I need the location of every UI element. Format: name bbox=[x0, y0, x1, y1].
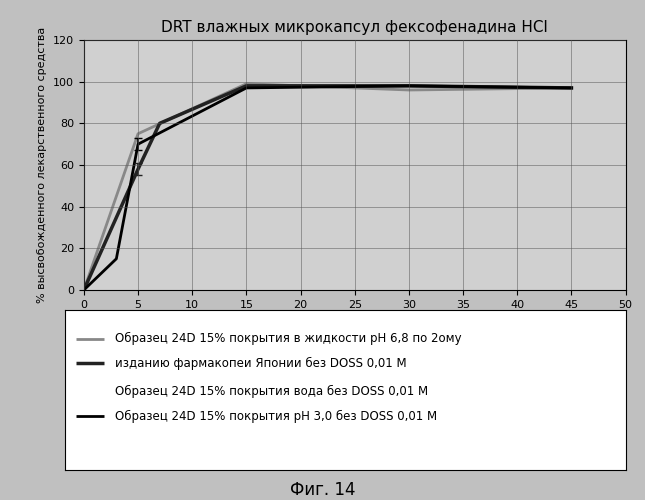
Text: Образец 24D 15% покрытия pH 3,0 без DOSS 0,01 М: Образец 24D 15% покрытия pH 3,0 без DOSS… bbox=[115, 410, 437, 423]
Y-axis label: % высвобожденного лекарственного средства: % высвобожденного лекарственного средств… bbox=[37, 27, 48, 303]
Text: Фиг. 14: Фиг. 14 bbox=[290, 481, 355, 499]
Text: изданию фармакопеи Японии без DOSS 0,01 М: изданию фармакопеи Японии без DOSS 0,01 … bbox=[115, 357, 406, 370]
Title: DRT влажных микрокапсул фексофенадина HCl: DRT влажных микрокапсул фексофенадина HC… bbox=[161, 20, 548, 34]
Text: Образец 24D 15% покрытия в жидкости pH 6,8 по 2ому: Образец 24D 15% покрытия в жидкости pH 6… bbox=[115, 332, 462, 345]
Text: Образец 24D 15% покрытия вода без DOSS 0,01 М: Образец 24D 15% покрытия вода без DOSS 0… bbox=[115, 385, 428, 398]
X-axis label: Время (мин): Время (мин) bbox=[310, 316, 399, 328]
